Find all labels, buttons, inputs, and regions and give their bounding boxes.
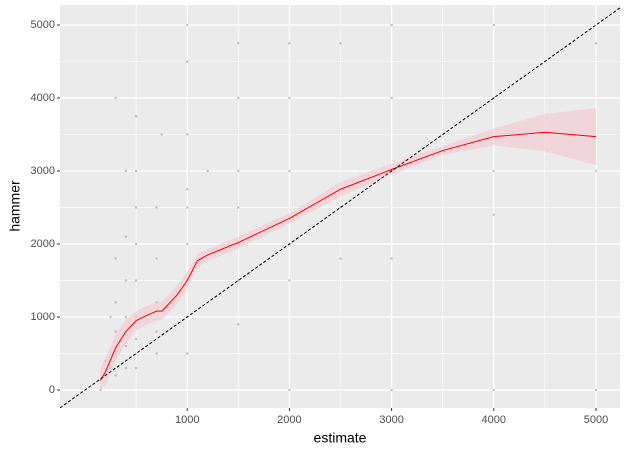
point <box>124 315 128 319</box>
point <box>237 279 240 282</box>
point <box>390 23 393 27</box>
point <box>390 257 393 260</box>
point <box>114 257 117 260</box>
point <box>594 169 598 173</box>
point <box>114 374 117 377</box>
point <box>155 206 158 209</box>
point <box>124 169 128 173</box>
point <box>492 169 495 173</box>
point <box>594 388 598 392</box>
x-tick-label: 3000 <box>379 414 403 426</box>
point <box>339 257 342 260</box>
y-tick-label: 3000 <box>31 165 55 177</box>
axes: 1000 2000 3000 4000 5000 0 1000 2000 3000 4000 500… <box>31 19 609 426</box>
point <box>109 315 112 319</box>
point <box>288 388 291 392</box>
point <box>206 169 209 173</box>
point <box>594 42 598 45</box>
point <box>237 323 240 326</box>
plot-area <box>60 7 620 408</box>
point <box>288 279 291 282</box>
point <box>155 330 158 333</box>
x-tick-label: 2000 <box>277 414 301 426</box>
point <box>124 279 128 282</box>
y-tick-label: 5000 <box>31 19 55 31</box>
point <box>114 96 117 100</box>
point <box>160 133 163 136</box>
point <box>237 169 240 173</box>
point <box>186 23 189 27</box>
point <box>186 133 189 136</box>
point <box>134 242 138 246</box>
x-tick-label: 1000 <box>175 414 199 426</box>
point <box>134 169 138 173</box>
point <box>237 42 240 45</box>
point <box>492 23 495 27</box>
x-tick-label: 5000 <box>584 414 608 426</box>
smooth-line <box>99 131 597 381</box>
y-axis-title: hammer <box>7 180 23 232</box>
point <box>155 257 158 260</box>
point <box>186 352 189 355</box>
y-tick-label: 4000 <box>31 92 55 104</box>
point <box>134 206 138 209</box>
y-tick-label: 0 <box>49 384 55 396</box>
point <box>237 206 240 209</box>
point <box>288 169 291 173</box>
point <box>134 115 138 118</box>
point <box>134 279 138 282</box>
confidence-ribbon <box>100 108 596 390</box>
point <box>492 213 495 216</box>
point <box>339 42 342 45</box>
point <box>288 96 291 100</box>
point <box>124 366 128 370</box>
point <box>186 188 189 191</box>
point <box>134 337 138 341</box>
point <box>186 60 189 63</box>
y-tick-label: 1000 <box>31 311 55 323</box>
x-tick-label: 4000 <box>482 414 506 426</box>
point <box>155 352 158 355</box>
point <box>124 235 128 238</box>
point <box>186 242 189 246</box>
point <box>390 96 393 100</box>
point <box>134 366 138 370</box>
point <box>390 388 393 392</box>
point <box>114 330 117 333</box>
point <box>492 388 495 392</box>
point <box>288 42 291 45</box>
x-axis-title: estimate <box>314 430 367 446</box>
point <box>186 206 189 209</box>
y-tick-label: 2000 <box>31 238 55 250</box>
point <box>237 96 240 100</box>
point <box>114 301 117 304</box>
point <box>124 344 128 348</box>
